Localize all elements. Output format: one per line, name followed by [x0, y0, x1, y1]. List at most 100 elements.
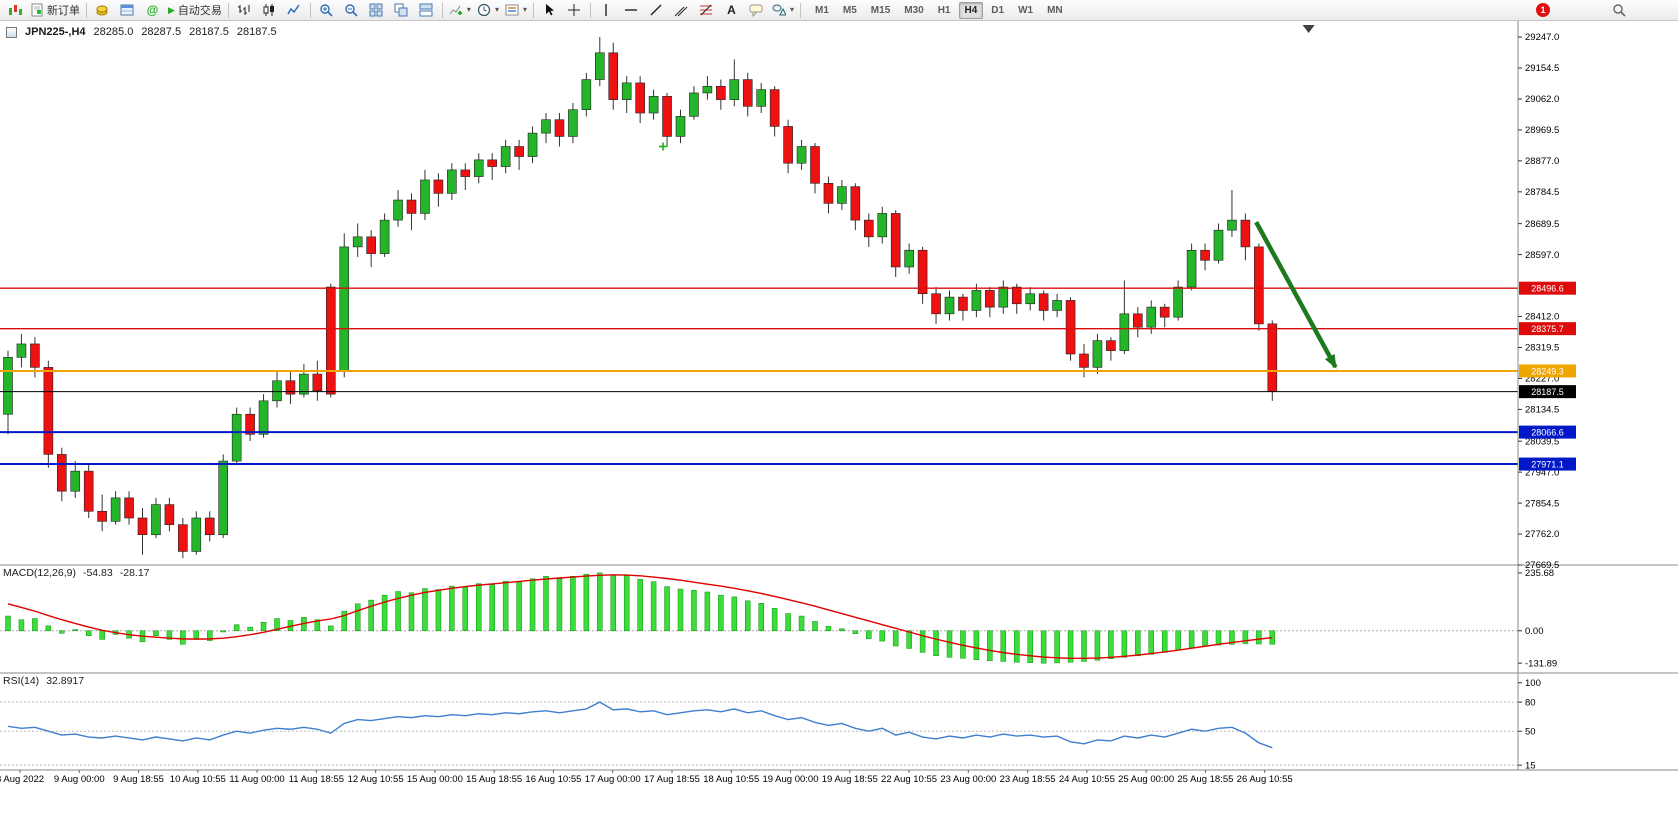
chart-shift-marker[interactable] — [1302, 25, 1315, 33]
candle — [1146, 306, 1157, 328]
timeframe-button-m15[interactable]: M15 — [870, 4, 891, 16]
notification-badge[interactable]: 1 — [1536, 3, 1550, 17]
shapes-button[interactable]: ▾ — [769, 0, 797, 20]
macd-bar — [1202, 630, 1208, 647]
candle — [850, 186, 861, 221]
arrange-windows-button[interactable] — [414, 0, 439, 20]
new-order-label: 新订单 — [47, 5, 80, 17]
macd-bar — [220, 630, 226, 633]
macd-bar — [1242, 630, 1249, 644]
text-button[interactable]: A — [719, 0, 744, 20]
play-icon: ▶ — [168, 4, 175, 15]
periods-button[interactable]: ▾ — [474, 0, 502, 20]
chart-canvas[interactable]: 29247.0 29154.5 29062.0 28969.5 28877.0 28784… — [0, 21, 1678, 836]
cascade-windows-button[interactable] — [389, 0, 414, 20]
price-axis-label: 29062.0 — [1525, 94, 1559, 105]
price-axis-label: 27762.0 — [1525, 529, 1559, 540]
macd-bar — [583, 574, 590, 632]
indicators-icon — [449, 5, 462, 15]
macd-bar — [745, 600, 751, 632]
auto-trading-button[interactable]: ▶ 自动交易 — [165, 0, 225, 20]
timeframe-button-m1[interactable]: M1 — [814, 4, 829, 16]
candle — [1240, 219, 1251, 248]
timeframe-button-m30[interactable]: M30 — [904, 4, 924, 16]
macd-bar — [72, 629, 78, 632]
fibonacci-button[interactable] — [694, 0, 719, 20]
timeframe-button-mn[interactable]: MN — [1047, 4, 1063, 16]
crosshair-button[interactable] — [562, 0, 587, 20]
price-axis-label: 28784.5 — [1525, 187, 1559, 198]
candle — [527, 132, 538, 157]
macd-bar — [691, 590, 697, 632]
time-axis-label: 15 Aug 00:00 — [407, 774, 463, 785]
channel-button[interactable] — [669, 0, 694, 20]
price-axis-label: 27947.0 — [1525, 467, 1559, 478]
macd-bar — [1094, 630, 1101, 661]
macd-bar — [1229, 630, 1235, 645]
macd-bar — [825, 626, 832, 632]
toolbar-separator — [227, 2, 229, 18]
candle — [675, 116, 686, 137]
macd-bar — [892, 630, 899, 647]
chart-container: 29247.0 29154.5 29062.0 28969.5 28877.0 28784… — [0, 21, 1678, 836]
candle — [1025, 293, 1035, 305]
zoom-in-button[interactable] — [314, 0, 339, 20]
macd-bar — [852, 630, 859, 634]
candle — [487, 159, 498, 167]
templates-button[interactable]: ▾ — [502, 0, 530, 20]
macd-bar — [529, 578, 536, 632]
horizontal-line-button[interactable] — [619, 0, 644, 20]
cursor-icon — [545, 4, 554, 16]
candle — [514, 146, 524, 157]
data-window-button[interactable] — [115, 0, 140, 20]
macd-bar — [610, 574, 616, 632]
candle — [420, 179, 430, 214]
cursor-button[interactable] — [537, 0, 562, 20]
candle — [1227, 219, 1237, 231]
candle — [1173, 286, 1183, 318]
candle — [325, 286, 336, 395]
trendline-button[interactable] — [644, 0, 669, 20]
price-tag-label: 28375.7 — [1531, 324, 1564, 334]
vertical-line-button[interactable] — [594, 0, 619, 20]
bar-chart-type-button[interactable] — [232, 0, 257, 20]
shapes-icon — [772, 4, 786, 16]
toolbar-separator — [589, 2, 591, 18]
chart-background — [0, 21, 1678, 836]
search-button[interactable] — [1606, 0, 1631, 20]
navigator-button[interactable]: @ — [140, 0, 165, 20]
timeframe-button-w1[interactable]: W1 — [1018, 4, 1034, 16]
macd-bar — [798, 615, 805, 632]
price-tag — [1519, 281, 1576, 295]
toolbar-separator — [309, 2, 311, 18]
candle — [1200, 249, 1210, 261]
macd-bar — [1161, 630, 1168, 653]
vertical-line-icon — [605, 4, 608, 16]
zoom-in-icon — [320, 4, 333, 17]
macd-bar — [449, 585, 455, 632]
candle — [178, 524, 188, 552]
candle — [473, 159, 484, 177]
candlestick-chart-type-button[interactable] — [257, 0, 282, 20]
tile-windows-button[interactable] — [364, 0, 389, 20]
caret-down-icon: ▾ — [466, 5, 471, 14]
macd-bar — [516, 581, 522, 632]
candle — [742, 79, 753, 107]
timeframe-button-h1[interactable]: H1 — [937, 4, 951, 16]
candle — [958, 296, 968, 311]
timeframe-button-m5[interactable]: M5 — [842, 4, 857, 16]
label-button[interactable] — [744, 0, 769, 20]
horizontal-line-icon — [625, 9, 638, 11]
macd-bar — [502, 580, 509, 632]
zoom-out-button[interactable] — [339, 0, 364, 20]
price-tag — [1519, 322, 1576, 336]
new-chart-button[interactable] — [3, 0, 28, 20]
indicators-button[interactable]: ▾ — [446, 0, 474, 20]
timeframe-button-d1[interactable]: D1 — [991, 4, 1005, 16]
candle — [581, 79, 592, 110]
market-watch-button[interactable] — [90, 0, 115, 20]
timeframe-button-h4[interactable]: H4 — [958, 1, 984, 19]
new-order-button[interactable]: 新订单 — [28, 0, 83, 20]
down-arrow-object[interactable] — [1254, 221, 1338, 369]
line-chart-type-button[interactable] — [282, 0, 307, 20]
